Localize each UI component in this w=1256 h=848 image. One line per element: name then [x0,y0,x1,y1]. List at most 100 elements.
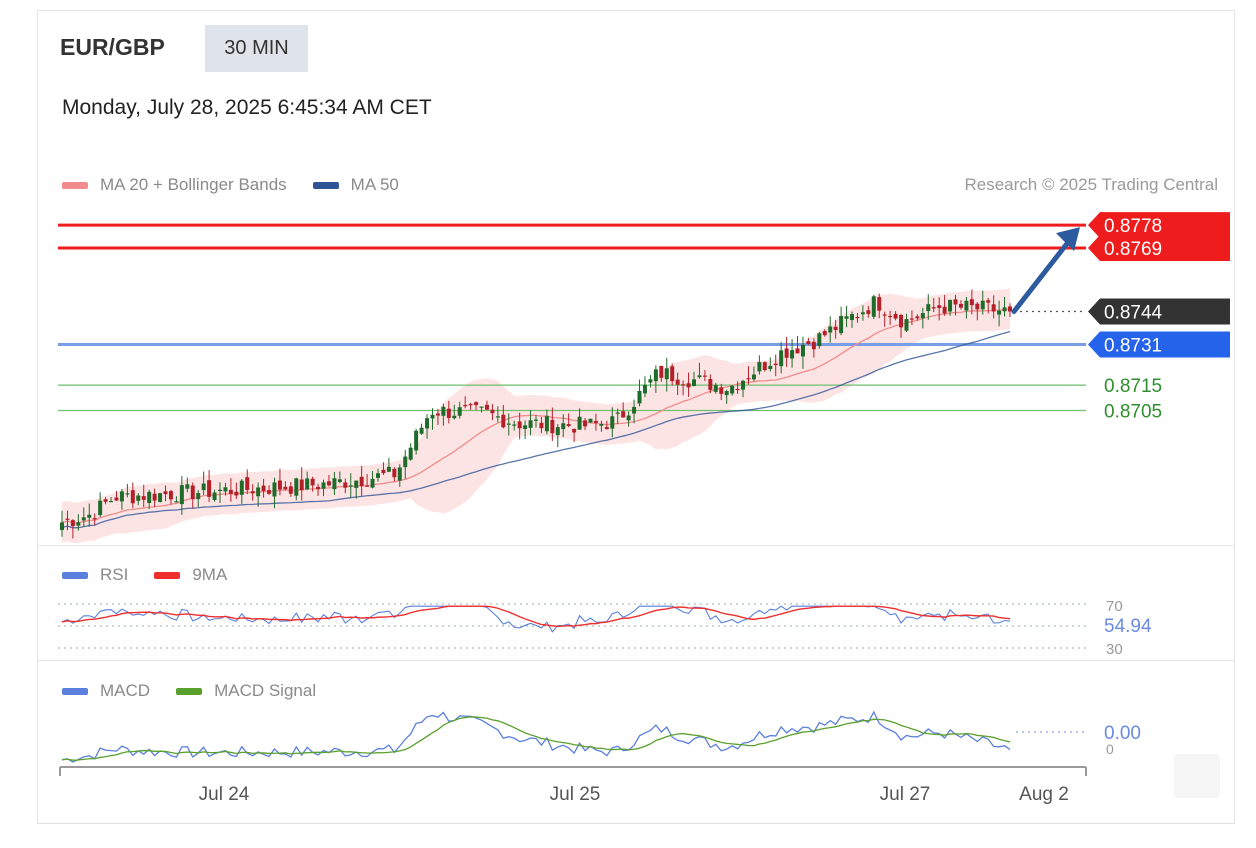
candle-body [376,473,380,478]
ma20-legend-label: MA 20 + Bollinger Bands [100,175,287,194]
candle-body [550,419,555,434]
candle-body [773,363,778,366]
candle-body [370,478,375,488]
candle-body [806,341,811,344]
ma20-swatch [62,181,88,189]
candle-body [457,407,462,416]
candle-body [114,497,119,501]
candle-body [332,478,337,490]
candle-body [168,491,173,500]
candle-body [860,312,865,315]
candle-body [223,487,228,492]
candle-body [784,348,789,358]
candle-body [757,362,762,372]
candle-body [283,486,288,490]
candle-body [316,486,321,490]
candle-body [839,316,844,334]
candle-body [909,318,914,320]
candle-body [583,420,588,427]
candle-body [501,414,506,428]
candle-body [681,384,686,386]
candle-body [599,423,604,426]
forecast-arrow-shaft [1011,234,1075,314]
price-label-tag [1088,235,1230,262]
candle-body [305,478,310,490]
candle-body [615,412,620,414]
panel-divider [38,660,1234,661]
candle-body [523,425,528,429]
candle-body [577,416,582,430]
candle-body [103,499,108,502]
candle-body [430,414,435,419]
rsi-ma-swatch [154,571,181,579]
candle-body [158,493,163,502]
candle-body [953,299,958,305]
candle-body [735,388,740,391]
price-legend: MA 20 + Bollinger Bands MA 50 [62,175,399,195]
candle-body [65,518,70,520]
price-label-tag [1088,298,1230,325]
candle-body [239,480,244,495]
macd-legend-label: MACD [100,681,151,700]
x-tick-label: Aug 2 [1019,784,1069,805]
candle-body [686,383,691,388]
candle-body [294,478,299,496]
candle-body [506,423,511,425]
price-level-label: 0.8778 [1104,216,1162,237]
candle-body [512,424,517,426]
candle-body [877,297,882,311]
candle-body [479,406,484,408]
candle-body [811,341,816,350]
candle-body [190,485,195,500]
candle-body [561,423,566,430]
candle-body [179,485,184,505]
candle-body [490,409,495,414]
candle-body [228,489,233,494]
candle-body [452,415,457,419]
candle-body [517,421,522,429]
rsi-legend-label: RSI [100,565,129,584]
candle-body [871,296,876,317]
timeframe-button[interactable]: 30 MIN [205,25,308,72]
rsi-value-label: 54.94 [1104,616,1152,637]
price-label-tag [1088,331,1230,358]
candle-body [866,310,871,314]
scroll-to-latest-button[interactable] [1174,754,1220,798]
rsi-level-label: 30 [1106,641,1123,658]
candle-body [980,300,985,310]
candle-body [212,492,217,501]
candle-body [446,408,451,418]
candle-body [588,418,593,423]
candle-body [419,427,424,434]
candle-body [566,424,571,427]
candle-body [234,491,239,496]
candle-body [991,304,996,312]
x-tick-label: Jul 24 [199,784,250,805]
candle-body [386,466,391,472]
candle-body [555,427,560,436]
candle-body [904,319,909,331]
macd-legend: MACD MACD Signal [62,681,316,701]
candle-body [463,405,468,407]
candle-body [664,368,669,380]
macd-signal-line [61,716,1011,761]
candle-body [261,485,266,491]
candle-body [572,428,577,433]
candle-body [692,379,696,386]
forecast-arrow-head [1056,227,1080,252]
x-tick-label: Jul 27 [880,784,931,805]
candle-body [403,456,408,468]
candle-body [850,314,854,321]
candle-body [751,374,756,380]
candle-body [343,482,348,488]
candle-body [632,406,637,414]
candle-body [670,366,675,382]
candle-body [926,304,931,312]
panel-divider [38,545,1234,546]
candle-body [98,500,103,516]
price-level-label: 0.8715 [1104,376,1162,397]
candle-body [397,467,402,481]
candle-body [119,491,124,502]
candle-body [719,387,724,394]
